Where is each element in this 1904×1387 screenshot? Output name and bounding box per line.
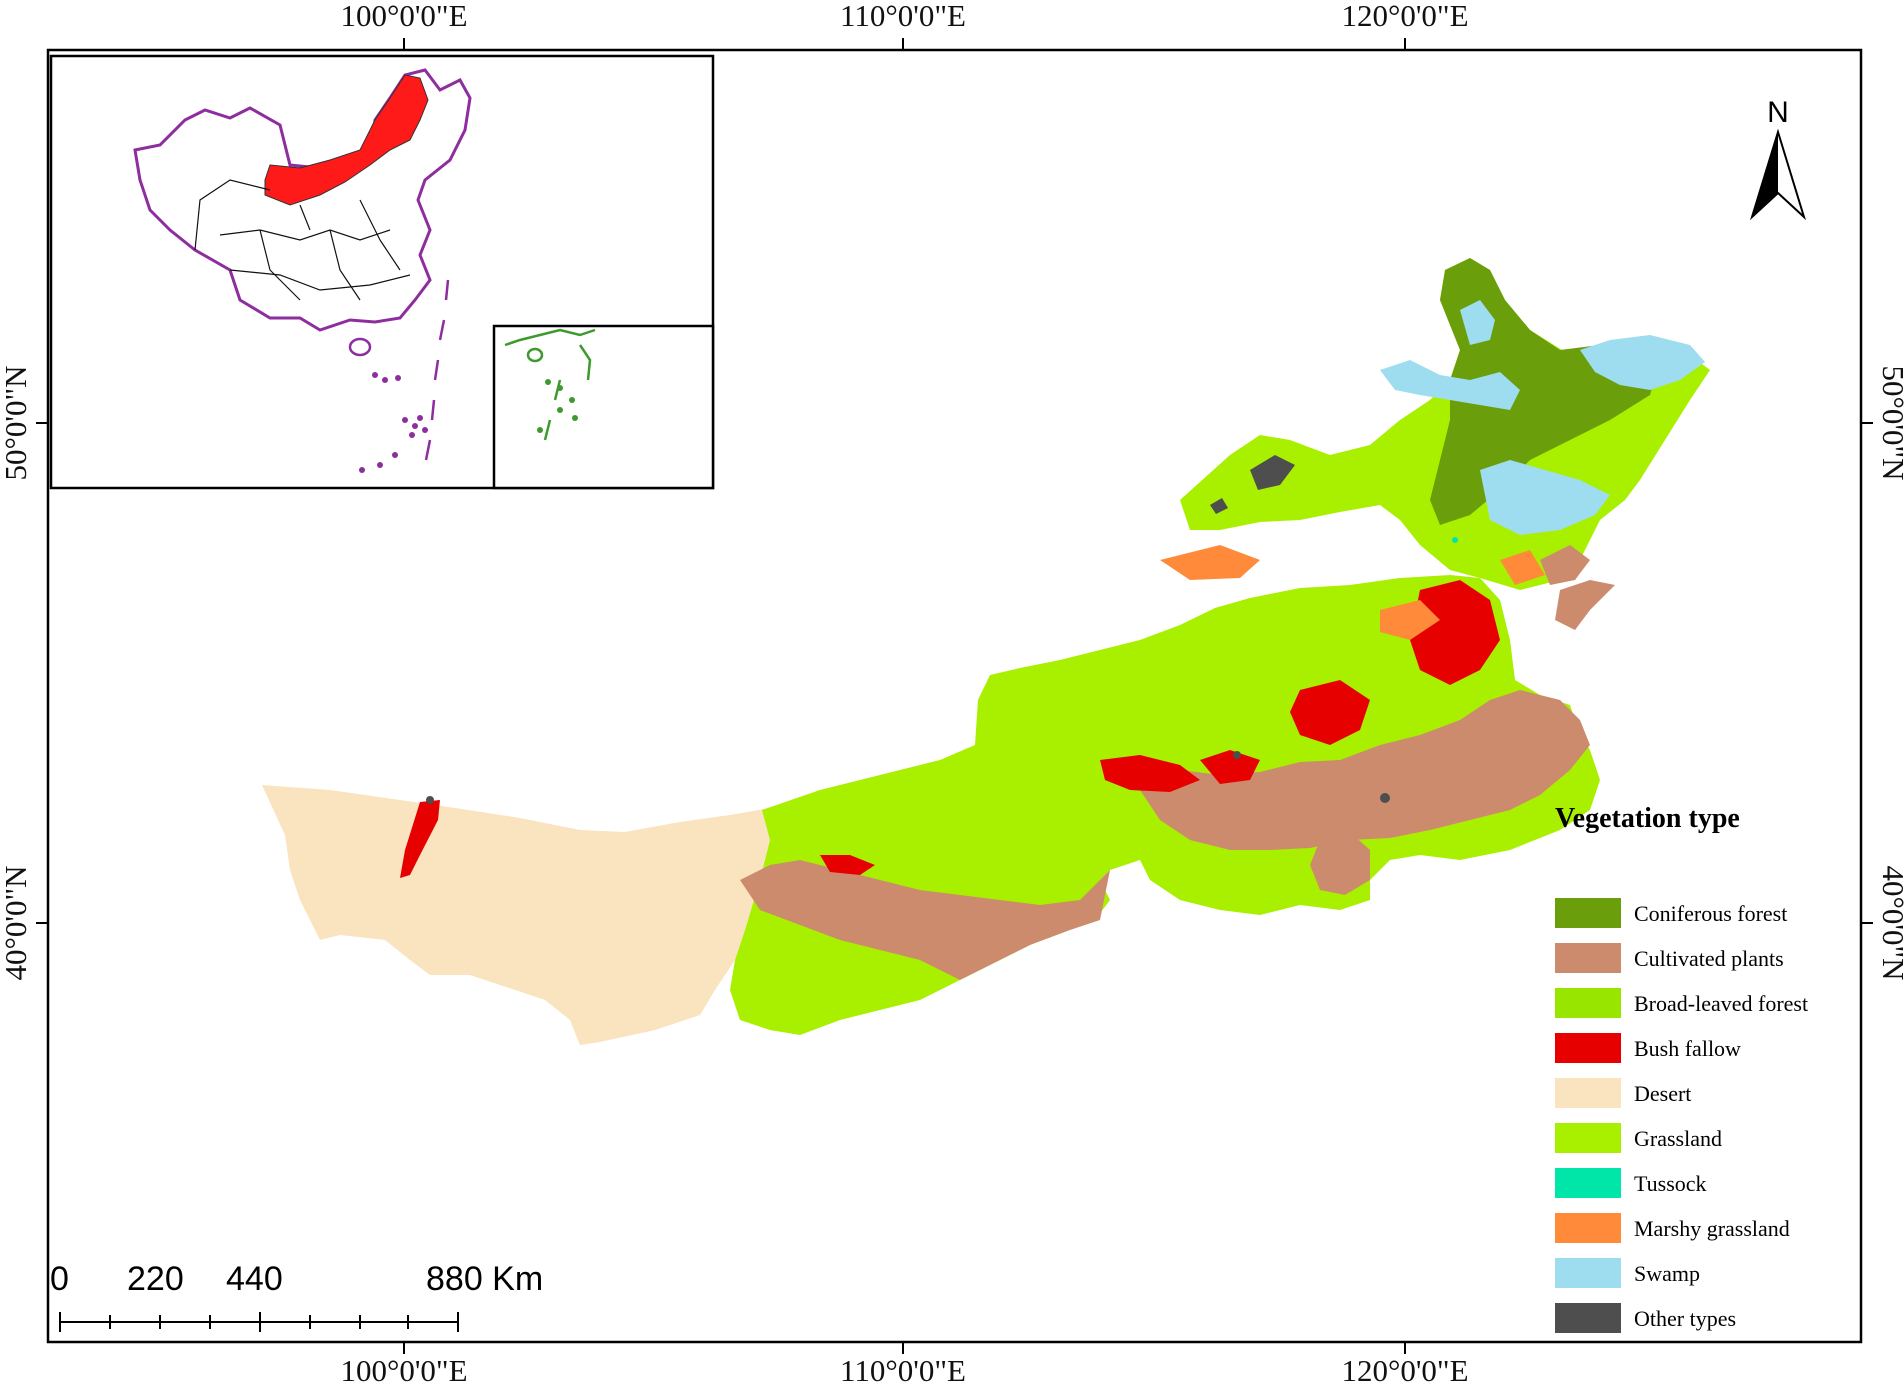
legend-title: Vegetation type [1555, 803, 1740, 834]
south-china-sea-inset [504, 328, 596, 441]
bush-fallow [1290, 680, 1370, 745]
top-tick-label: 110°0'0"E [840, 0, 966, 33]
legend-label: Coniferous forest [1634, 901, 1787, 926]
legend-label: Tussock [1634, 1171, 1707, 1196]
south-sea-islands [359, 372, 428, 473]
inner-mongolia-highlight [264, 74, 429, 206]
legend-label: Bush fallow [1634, 1036, 1741, 1061]
tussock [1452, 537, 1458, 543]
legend-swatch [1555, 988, 1621, 1018]
top-tick-label: 120°0'0"E [1341, 0, 1468, 33]
right-tick-label: 40°0'0"N [1876, 865, 1904, 980]
legend-swatch [1555, 898, 1621, 928]
legend-label: Grassland [1634, 1126, 1722, 1151]
south-china-sea-islands [537, 379, 578, 433]
bottom-tick-label: 100°0'0"E [340, 1353, 467, 1387]
bush-fallow [1410, 580, 1500, 685]
cultivated-plants [1310, 832, 1370, 895]
map-frame [46, 48, 1863, 1344]
left-tick-label: 40°0'0"N [0, 865, 33, 980]
cultivated-plants [1140, 690, 1590, 850]
south-china-sea-frame [492, 324, 715, 490]
right-tick-label: 50°0'0"N [1876, 365, 1904, 480]
marshy-grassland [1160, 545, 1260, 580]
scale-label: 880 Km [426, 1260, 543, 1298]
legend-swatch [1555, 1303, 1621, 1333]
vegetation-map [262, 258, 1710, 1045]
left-tick-label: 50°0'0"N [0, 365, 33, 480]
desert-region [262, 785, 770, 1045]
other-types [1250, 455, 1295, 490]
other-types [426, 796, 434, 804]
swamp-patch [1580, 335, 1705, 390]
bush-fallow [400, 800, 440, 878]
legend-label: Desert [1634, 1081, 1691, 1106]
legend-swatch [1555, 1078, 1621, 1108]
legend-swatch [1555, 1168, 1621, 1198]
hainan-island [348, 337, 372, 357]
legend-label: Marshy grassland [1634, 1216, 1790, 1241]
marshy-grassland [1380, 600, 1440, 640]
legend-swatch [1555, 1258, 1621, 1288]
cultivated-plants [740, 860, 1110, 980]
bottom-tick-label: 110°0'0"E [840, 1353, 966, 1387]
cultivated-plants [1540, 545, 1590, 585]
legend-label: Other types [1634, 1306, 1736, 1331]
dashed-line [424, 279, 450, 461]
top-tick-label: 100°0'0"E [340, 0, 467, 33]
legend-label: Cultivated plants [1634, 946, 1784, 971]
inset-china-map [49, 54, 715, 490]
bottom-tick-label: 120°0'0"E [1341, 1353, 1468, 1387]
scale-bar: 0 220 440 880 Km [50, 1260, 543, 1332]
legend-swatch [1555, 1213, 1621, 1243]
bush-fallow [1100, 755, 1200, 792]
bush-fallow [1200, 750, 1260, 784]
other-types [1380, 793, 1390, 803]
legend: Vegetation type Coniferous forest Cultiva… [1555, 803, 1808, 1333]
swamp-patch [1480, 460, 1610, 535]
scale-label: 220 [127, 1260, 184, 1298]
north-arrow: N [1749, 96, 1807, 221]
legend-swatch [1555, 1033, 1621, 1063]
scale-label: 440 [226, 1260, 283, 1298]
graticule-ticks [36, 38, 1873, 1354]
legend-label: Broad-leaved forest [1634, 991, 1808, 1016]
cultivated-plants [1555, 580, 1615, 630]
north-label: N [1767, 96, 1789, 129]
legend-label: Swamp [1634, 1261, 1700, 1286]
swamp-patch [1460, 300, 1495, 345]
other-types [1210, 498, 1228, 514]
scale-label: 0 [50, 1260, 69, 1298]
legend-swatch [1555, 943, 1621, 973]
legend-swatch [1555, 1123, 1621, 1153]
marshy-grassland [1500, 550, 1545, 585]
other-types [1233, 751, 1241, 759]
swamp-patch [1380, 360, 1520, 410]
bush-fallow [820, 855, 875, 875]
